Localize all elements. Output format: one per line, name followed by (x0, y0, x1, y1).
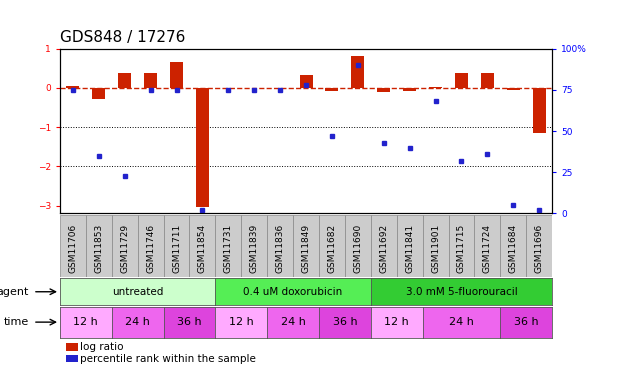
Text: 3.0 mM 5-fluorouracil: 3.0 mM 5-fluorouracil (406, 287, 517, 297)
Text: time: time (4, 317, 29, 327)
Text: GSM11901: GSM11901 (431, 224, 440, 273)
Text: 0.4 uM doxorubicin: 0.4 uM doxorubicin (244, 287, 343, 297)
FancyBboxPatch shape (293, 215, 319, 277)
Bar (170, 63, 183, 88)
Text: 36 h: 36 h (333, 317, 357, 327)
FancyBboxPatch shape (241, 215, 267, 277)
Bar (403, 88, 416, 91)
Text: 12 h: 12 h (229, 317, 254, 327)
FancyBboxPatch shape (112, 215, 138, 277)
Bar (351, 56, 364, 88)
Bar (92, 88, 105, 99)
FancyBboxPatch shape (60, 215, 86, 277)
Text: GSM11746: GSM11746 (146, 224, 155, 273)
FancyBboxPatch shape (86, 215, 112, 277)
Text: 12 h: 12 h (384, 317, 409, 327)
FancyBboxPatch shape (319, 215, 345, 277)
Text: GSM11692: GSM11692 (379, 224, 388, 273)
Text: 36 h: 36 h (514, 317, 538, 327)
Text: GSM11849: GSM11849 (302, 224, 310, 273)
Text: GSM11690: GSM11690 (353, 224, 362, 273)
FancyBboxPatch shape (138, 215, 163, 277)
Text: GSM11854: GSM11854 (198, 224, 207, 273)
FancyBboxPatch shape (267, 215, 293, 277)
Bar (118, 73, 131, 88)
FancyBboxPatch shape (397, 215, 423, 277)
Text: log ratio: log ratio (80, 342, 124, 352)
Text: GSM11684: GSM11684 (509, 224, 518, 273)
Text: GSM11836: GSM11836 (276, 224, 285, 273)
FancyBboxPatch shape (189, 215, 215, 277)
Bar (326, 88, 338, 91)
FancyBboxPatch shape (371, 215, 397, 277)
Text: GSM11715: GSM11715 (457, 224, 466, 273)
Bar (300, 75, 312, 88)
Text: agent: agent (0, 287, 29, 297)
Bar (144, 73, 157, 88)
FancyBboxPatch shape (163, 215, 189, 277)
Text: GSM11731: GSM11731 (224, 224, 233, 273)
Bar (481, 73, 494, 88)
Text: GSM11729: GSM11729 (121, 224, 129, 273)
Bar (429, 87, 442, 88)
Text: GSM11706: GSM11706 (68, 224, 78, 273)
Text: GSM11724: GSM11724 (483, 224, 492, 273)
Bar (455, 73, 468, 88)
Text: GDS848 / 17276: GDS848 / 17276 (60, 30, 186, 45)
Text: GSM11841: GSM11841 (405, 224, 414, 273)
FancyBboxPatch shape (449, 215, 475, 277)
Text: percentile rank within the sample: percentile rank within the sample (80, 354, 256, 364)
Text: 24 h: 24 h (125, 317, 150, 327)
FancyBboxPatch shape (215, 215, 241, 277)
FancyBboxPatch shape (345, 215, 371, 277)
Bar (507, 88, 520, 90)
Bar (66, 86, 80, 88)
Bar (533, 88, 546, 133)
Text: GSM11839: GSM11839 (250, 224, 259, 273)
Text: GSM11696: GSM11696 (534, 224, 544, 273)
Text: GSM11682: GSM11682 (327, 224, 336, 273)
Text: GSM11711: GSM11711 (172, 224, 181, 273)
Text: 24 h: 24 h (281, 317, 305, 327)
Text: 36 h: 36 h (177, 317, 202, 327)
FancyBboxPatch shape (500, 215, 526, 277)
Text: 12 h: 12 h (73, 317, 98, 327)
Text: untreated: untreated (112, 287, 163, 297)
Bar (196, 88, 209, 207)
FancyBboxPatch shape (423, 215, 449, 277)
Text: GSM11853: GSM11853 (94, 224, 103, 273)
FancyBboxPatch shape (475, 215, 500, 277)
Text: 24 h: 24 h (449, 317, 474, 327)
FancyBboxPatch shape (526, 215, 552, 277)
Bar (377, 88, 390, 92)
